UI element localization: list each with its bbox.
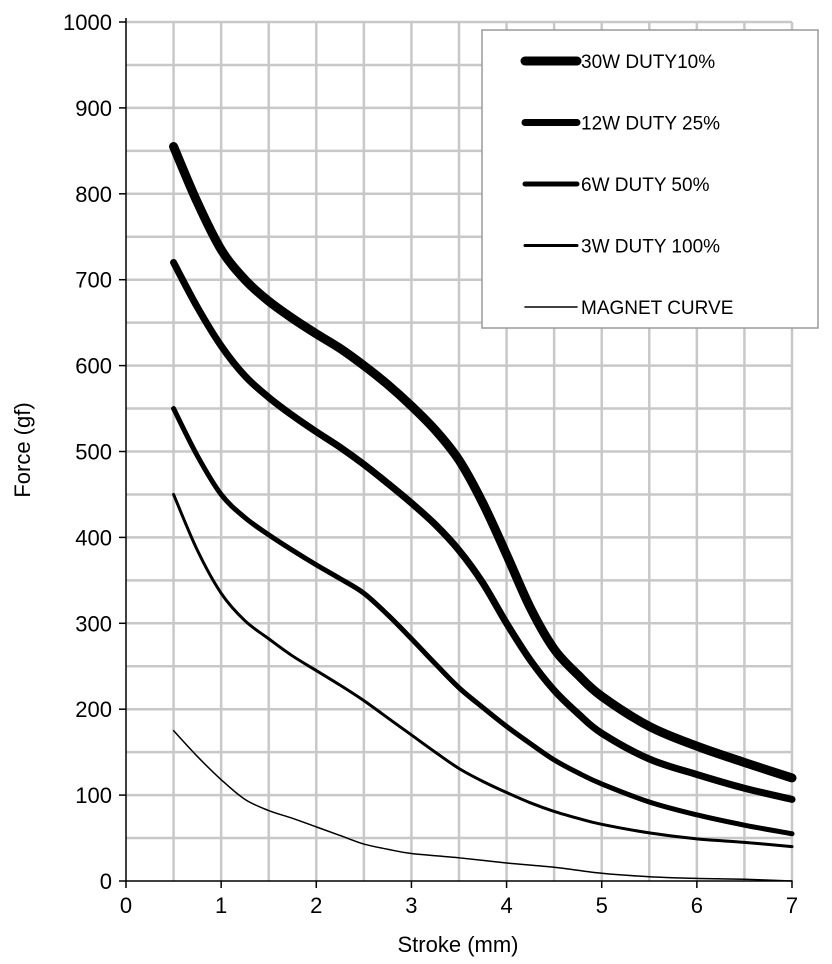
y-tick-label: 600: [75, 354, 112, 379]
y-tick-label: 400: [75, 525, 112, 550]
x-axis-title: Stroke (mm): [398, 932, 519, 957]
y-tick-label: 300: [75, 611, 112, 636]
axes: [125, 18, 792, 882]
series-line-30w-duty10: [169, 142, 797, 783]
x-tick-label: 6: [691, 893, 703, 918]
legend-label: 30W DUTY10%: [581, 52, 715, 73]
legend: 30W DUTY10% 12W DUTY 25% 6W DUTY 50% 3W DUT…: [481, 29, 819, 329]
series-lines: [169, 142, 797, 882]
series-line-6w-duty-50: [171, 406, 795, 837]
x-tick-label: 1: [215, 893, 227, 918]
y-axis-title: Force (gf): [10, 402, 35, 497]
legend-label: 12W DUTY 25%: [581, 114, 720, 135]
x-tick-label: 2: [310, 893, 322, 918]
y-tick-label: 500: [75, 440, 112, 465]
y-tick-label: 0: [100, 869, 112, 894]
ticks: 0 100 200 300 400 500 600 700 800 900 1000 0 1 2 3 4 5 6 7: [63, 10, 798, 918]
x-tick-label: 4: [500, 893, 512, 918]
series-line-magnet-curve: [172, 729, 793, 882]
legend-label: MAGNET CURVE: [581, 298, 733, 319]
legend-label: 6W DUTY 50%: [581, 175, 710, 196]
legend-box: [481, 29, 819, 329]
x-tick-label: 0: [120, 893, 132, 918]
legend-label: 3W DUTY 100%: [581, 237, 720, 258]
y-tick-label: 1000: [63, 10, 112, 35]
y-tick-label: 800: [75, 182, 112, 207]
x-tick-label: 5: [596, 893, 608, 918]
series-line-3w-duty-100: [172, 492, 794, 849]
x-tick-label: 7: [786, 893, 798, 918]
y-tick-label: 200: [75, 697, 112, 722]
x-tick-label: 3: [405, 893, 417, 918]
y-tick-label: 900: [75, 96, 112, 121]
series-line-12w-duty-25: [170, 259, 796, 803]
y-tick-label: 700: [75, 268, 112, 293]
y-tick-label: 100: [75, 783, 112, 808]
